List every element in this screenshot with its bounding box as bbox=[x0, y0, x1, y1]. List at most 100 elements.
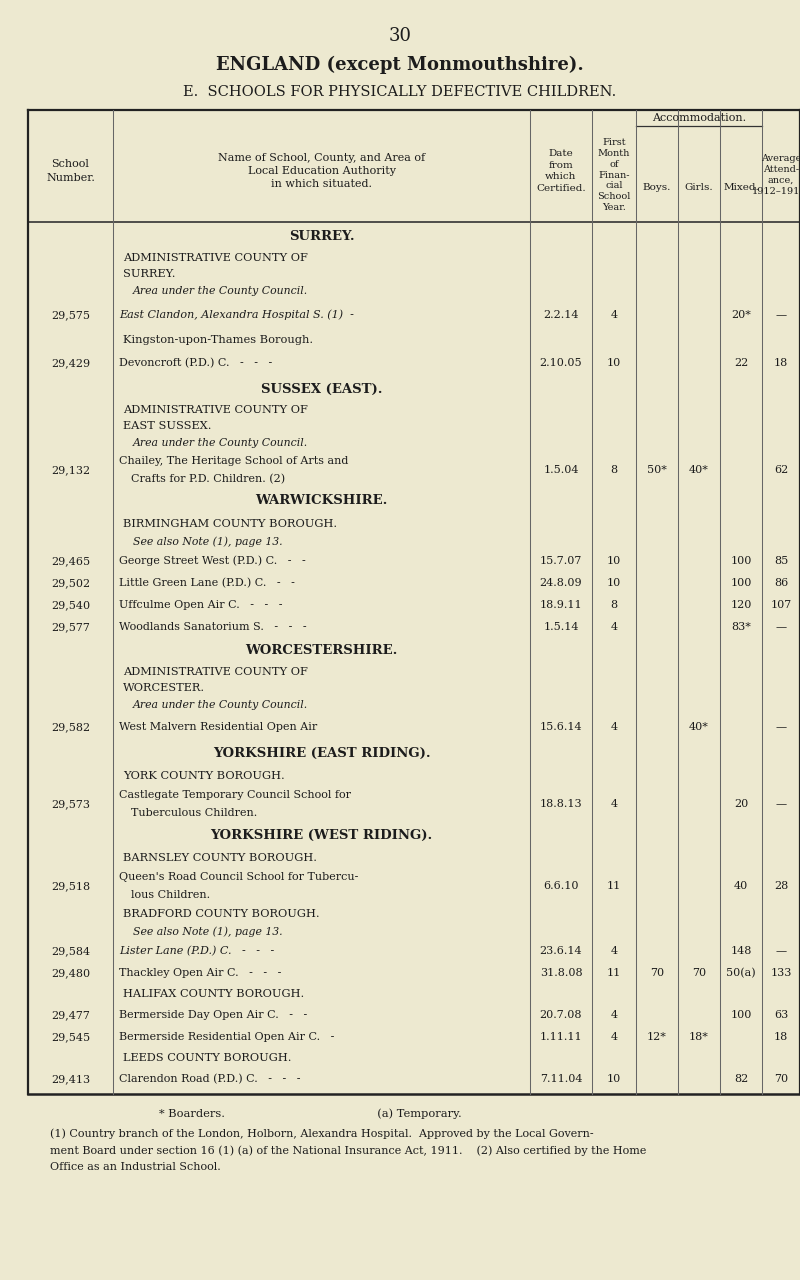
Text: Bermerside Residential Open Air C.   -: Bermerside Residential Open Air C. - bbox=[119, 1032, 334, 1042]
Text: 29,582: 29,582 bbox=[51, 722, 90, 732]
Text: 29,132: 29,132 bbox=[51, 465, 90, 475]
Text: 8: 8 bbox=[610, 600, 618, 611]
Text: Lister Lane (P.D.) C.   -   -   -: Lister Lane (P.D.) C. - - - bbox=[119, 946, 274, 956]
Text: Kingston-upon-Thames Borough.: Kingston-upon-Thames Borough. bbox=[123, 335, 313, 346]
Text: 29,502: 29,502 bbox=[51, 579, 90, 588]
Text: Name of School, County, and Area of
Local Education Authority
in which situated.: Name of School, County, and Area of Loca… bbox=[218, 152, 425, 189]
Text: 4: 4 bbox=[610, 622, 618, 632]
Text: ADMINISTRATIVE COUNTY OF: ADMINISTRATIVE COUNTY OF bbox=[123, 404, 308, 415]
Text: 50(a): 50(a) bbox=[726, 968, 756, 978]
Text: Woodlands Sanatorium S.   -   -   -: Woodlands Sanatorium S. - - - bbox=[119, 622, 306, 632]
Text: 7.11.04: 7.11.04 bbox=[540, 1074, 582, 1084]
Text: lous Children.: lous Children. bbox=[131, 890, 210, 900]
Text: —: — bbox=[775, 799, 786, 809]
Text: 100: 100 bbox=[730, 556, 752, 566]
Text: Area under the County Council.: Area under the County Council. bbox=[133, 438, 308, 448]
Text: 29,477: 29,477 bbox=[51, 1010, 90, 1020]
Text: 4: 4 bbox=[610, 799, 618, 809]
Text: ADMINISTRATIVE COUNTY OF: ADMINISTRATIVE COUNTY OF bbox=[123, 667, 308, 677]
Text: 29,575: 29,575 bbox=[51, 310, 90, 320]
Text: West Malvern Residential Open Air: West Malvern Residential Open Air bbox=[119, 722, 318, 732]
Text: Area under the County Council.: Area under the County Council. bbox=[133, 700, 308, 710]
Text: 4: 4 bbox=[610, 946, 618, 956]
Text: 120: 120 bbox=[730, 600, 752, 611]
Text: Bermerside Day Open Air C.   -   -: Bermerside Day Open Air C. - - bbox=[119, 1010, 307, 1020]
Text: 10: 10 bbox=[607, 1074, 621, 1084]
Text: 29,480: 29,480 bbox=[51, 968, 90, 978]
Text: * Boarders.                                          (a) Temporary.: * Boarders. (a) Temporary. bbox=[158, 1108, 462, 1119]
Text: 62: 62 bbox=[774, 465, 788, 475]
Text: 6.6.10: 6.6.10 bbox=[543, 881, 578, 891]
Text: (1) Country branch of the London, Holborn, Alexandra Hospital.  Approved by the : (1) Country branch of the London, Holbor… bbox=[50, 1128, 594, 1139]
Text: 15.6.14: 15.6.14 bbox=[540, 722, 582, 732]
Text: 20*: 20* bbox=[731, 310, 751, 320]
Text: Thackley Open Air C.   -   -   -: Thackley Open Air C. - - - bbox=[119, 968, 282, 978]
Text: 85: 85 bbox=[774, 556, 788, 566]
Text: 82: 82 bbox=[734, 1074, 748, 1084]
Text: 1.11.11: 1.11.11 bbox=[540, 1032, 582, 1042]
Text: 11: 11 bbox=[607, 968, 621, 978]
Text: 20.7.08: 20.7.08 bbox=[540, 1010, 582, 1020]
Text: 2.10.05: 2.10.05 bbox=[540, 358, 582, 369]
Text: Office as an Industrial School.: Office as an Industrial School. bbox=[50, 1162, 221, 1172]
Text: BIRMINGHAM COUNTY BOROUGH.: BIRMINGHAM COUNTY BOROUGH. bbox=[123, 518, 337, 529]
Text: Castlegate Temporary Council School for: Castlegate Temporary Council School for bbox=[119, 790, 351, 800]
Text: 100: 100 bbox=[730, 579, 752, 588]
Text: EAST SUSSEX.: EAST SUSSEX. bbox=[123, 421, 211, 431]
Text: 1.5.04: 1.5.04 bbox=[543, 465, 578, 475]
Text: 30: 30 bbox=[389, 27, 411, 45]
Text: 10: 10 bbox=[607, 358, 621, 369]
Text: 8: 8 bbox=[610, 465, 618, 475]
Text: 18.8.13: 18.8.13 bbox=[540, 799, 582, 809]
Text: 4: 4 bbox=[610, 1010, 618, 1020]
Text: 40*: 40* bbox=[689, 465, 709, 475]
Text: 4: 4 bbox=[610, 722, 618, 732]
Text: 18*: 18* bbox=[689, 1032, 709, 1042]
Text: Clarendon Road (P.D.) C.   -   -   -: Clarendon Road (P.D.) C. - - - bbox=[119, 1074, 301, 1084]
Text: 18.9.11: 18.9.11 bbox=[540, 600, 582, 611]
Text: 107: 107 bbox=[770, 600, 792, 611]
Text: 23.6.14: 23.6.14 bbox=[540, 946, 582, 956]
Text: 20: 20 bbox=[734, 799, 748, 809]
Text: 70: 70 bbox=[774, 1074, 788, 1084]
Text: 1.5.14: 1.5.14 bbox=[543, 622, 578, 632]
Text: 29,584: 29,584 bbox=[51, 946, 90, 956]
Text: BARNSLEY COUNTY BOROUGH.: BARNSLEY COUNTY BOROUGH. bbox=[123, 852, 317, 863]
Text: 133: 133 bbox=[770, 968, 792, 978]
Text: ment Board under section 16 (1) (a) of the National Insurance Act, 1911.    (2) : ment Board under section 16 (1) (a) of t… bbox=[50, 1146, 646, 1156]
Text: 18: 18 bbox=[774, 358, 788, 369]
Text: School
Number.: School Number. bbox=[46, 160, 95, 183]
Text: SUSSEX (EAST).: SUSSEX (EAST). bbox=[261, 383, 382, 396]
Text: 63: 63 bbox=[774, 1010, 788, 1020]
Text: Crafts for P.D. Children. (2): Crafts for P.D. Children. (2) bbox=[131, 474, 285, 484]
Text: Tuberculous Children.: Tuberculous Children. bbox=[131, 808, 258, 818]
Text: ADMINISTRATIVE COUNTY OF: ADMINISTRATIVE COUNTY OF bbox=[123, 253, 308, 262]
Text: —: — bbox=[775, 622, 786, 632]
Text: 24.8.09: 24.8.09 bbox=[540, 579, 582, 588]
Text: HALIFAX COUNTY BOROUGH.: HALIFAX COUNTY BOROUGH. bbox=[123, 989, 304, 998]
Text: SURREY.: SURREY. bbox=[289, 230, 354, 243]
Text: SURREY.: SURREY. bbox=[123, 269, 175, 279]
Text: Date
from
which
Certified.: Date from which Certified. bbox=[536, 150, 586, 193]
Text: 29,573: 29,573 bbox=[51, 799, 90, 809]
Text: Queen's Road Council School for Tubercu-: Queen's Road Council School for Tubercu- bbox=[119, 872, 358, 882]
Text: E.  SCHOOLS FOR PHYSICALLY DEFECTIVE CHILDREN.: E. SCHOOLS FOR PHYSICALLY DEFECTIVE CHIL… bbox=[183, 84, 617, 99]
Text: —: — bbox=[775, 722, 786, 732]
Text: 4: 4 bbox=[610, 1032, 618, 1042]
Text: 29,545: 29,545 bbox=[51, 1032, 90, 1042]
Text: Little Green Lane (P.D.) C.   -   -: Little Green Lane (P.D.) C. - - bbox=[119, 577, 295, 588]
Text: Boys.: Boys. bbox=[643, 183, 671, 192]
Text: 70: 70 bbox=[692, 968, 706, 978]
Text: 29,518: 29,518 bbox=[51, 881, 90, 891]
Text: 10: 10 bbox=[607, 556, 621, 566]
Text: First
Month
of
Finan-
cial
School
Year.: First Month of Finan- cial School Year. bbox=[598, 138, 630, 211]
Text: 22: 22 bbox=[734, 358, 748, 369]
Text: 2.2.14: 2.2.14 bbox=[543, 310, 578, 320]
Text: 40*: 40* bbox=[689, 722, 709, 732]
Text: WORCESTER.: WORCESTER. bbox=[123, 684, 205, 692]
Text: 4: 4 bbox=[610, 310, 618, 320]
Text: 10: 10 bbox=[607, 579, 621, 588]
Text: Accommodation.: Accommodation. bbox=[652, 113, 746, 123]
Text: See also Note (1), page 13.: See also Note (1), page 13. bbox=[133, 927, 282, 937]
Text: 29,429: 29,429 bbox=[51, 358, 90, 369]
